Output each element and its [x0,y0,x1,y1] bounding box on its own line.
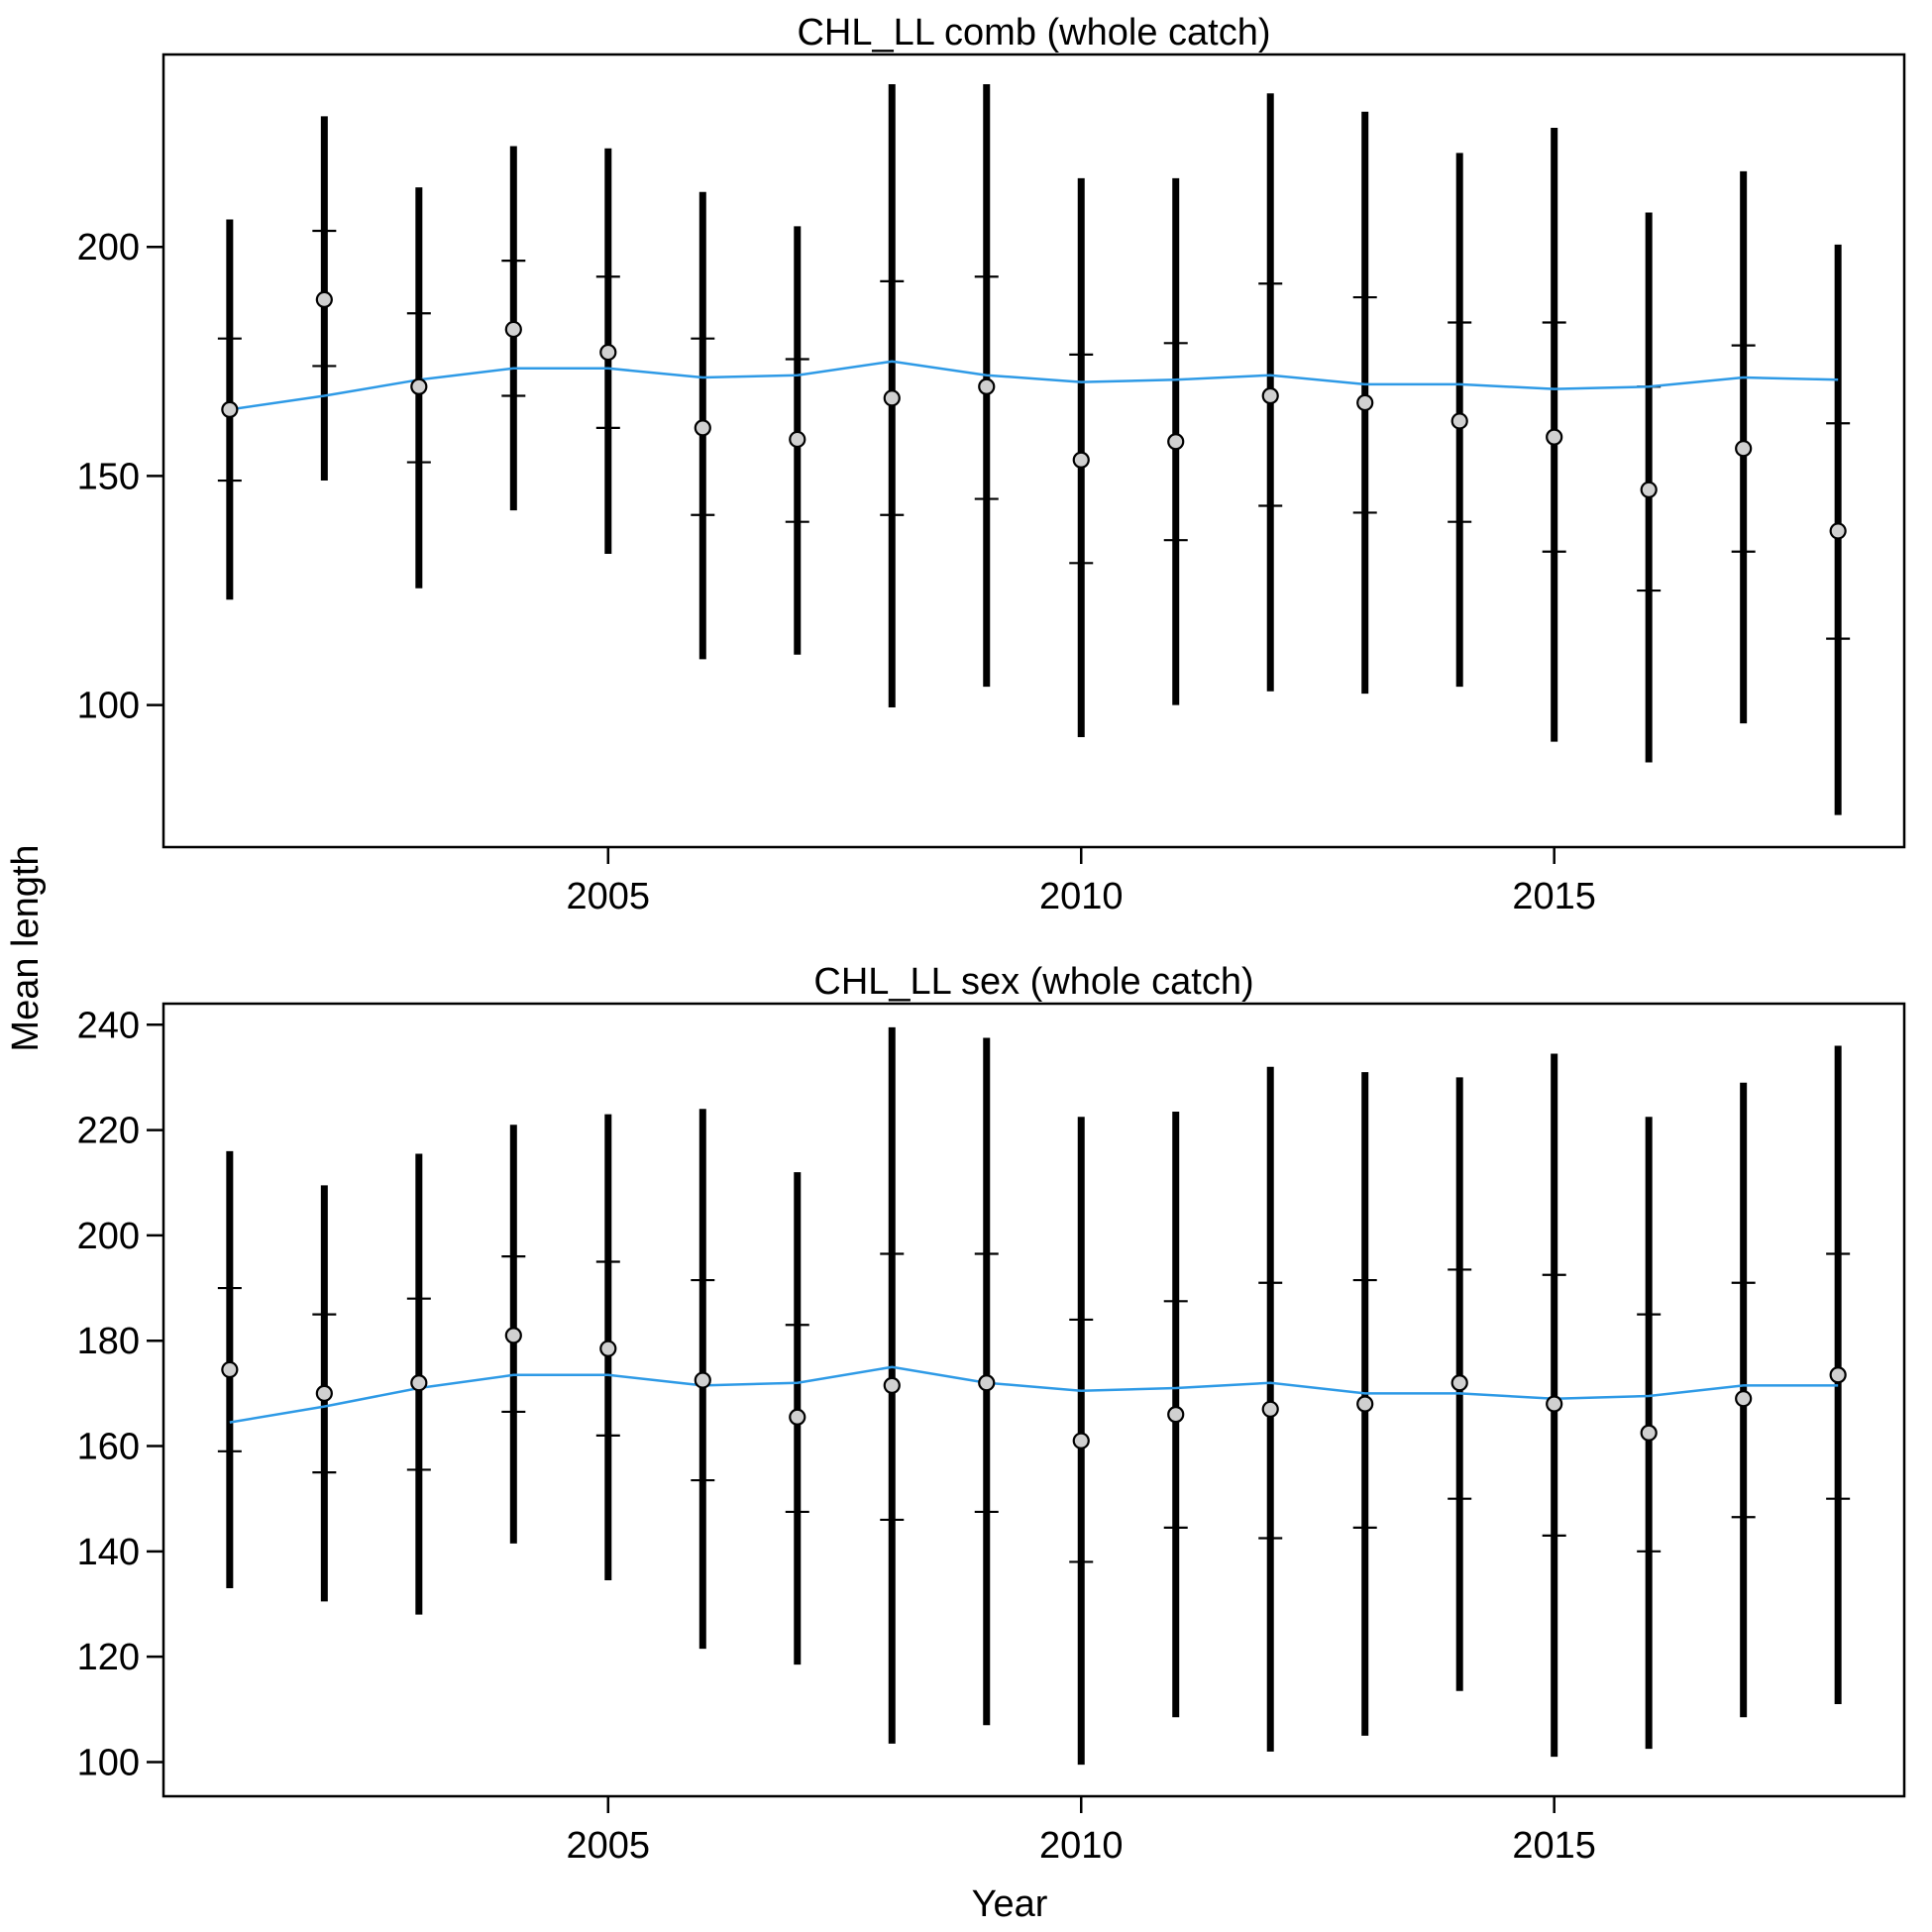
x-axis: 2005 2010 2015 [567,1796,1596,1867]
observed-point [599,1340,617,1357]
x-tick-label: 2015 [1512,876,1596,917]
x-tick-label: 2015 [1512,1825,1596,1867]
data-marks [217,1026,1851,1766]
observed-point [1072,1432,1090,1449]
x-tick-label: 2010 [1039,876,1124,917]
x-axis-label: Year [972,1883,1048,1925]
observed-point [1450,412,1468,430]
expected-line [229,360,1839,411]
observed-point [1640,481,1658,498]
observed-point [694,419,711,437]
observed-point [1450,1374,1468,1392]
observed-point [978,1374,996,1392]
observed-point [410,1374,428,1392]
x-axis: 2005 2010 2015 [567,847,1596,917]
y-axis: 100 120 140 160 180 200 220 240 [77,1005,163,1783]
observed-point [410,377,428,395]
observed-point [883,1376,901,1394]
observed-point [1640,1424,1658,1442]
observed-point [789,1408,806,1426]
panel-title: CHL_LL sex (whole catch) [813,961,1253,1003]
y-tick-label: 140 [77,1532,140,1573]
x-tick-label: 2005 [567,1825,651,1867]
x-tick-label: 2010 [1039,1825,1124,1867]
y-tick-label: 200 [77,1216,140,1257]
observed-point [789,430,806,449]
observed-point [1829,522,1847,540]
y-tick-label: 200 [77,227,140,268]
observed-point [1546,1395,1563,1413]
observed-point [315,1384,333,1402]
y-tick-label: 100 [77,686,140,727]
expected-line [229,1365,1839,1424]
panel-title: CHL_LL comb (whole catch) [797,12,1270,54]
observed-point [1829,1366,1847,1384]
y-tick-label: 180 [77,1321,140,1362]
observed-point [599,343,617,362]
data-marks [217,84,1851,815]
observed-point [221,400,239,418]
observed-point [1167,1406,1185,1424]
y-axis-label: Mean length [5,844,47,1051]
x-tick-label: 2005 [567,876,651,917]
y-tick-label: 120 [77,1637,140,1678]
y-tick-label: 220 [77,1111,140,1152]
observed-point [978,377,996,395]
observed-point [221,1360,239,1379]
plot-frame [161,1002,1906,1798]
observed-point [1261,386,1279,405]
observed-point [504,1327,522,1344]
panel-sex: CHL_LL sex (whole catch) 100 120 140 160 180… [77,961,1906,1867]
observed-point [1356,1395,1374,1413]
y-tick-label: 240 [77,1005,140,1046]
observed-point [1546,428,1563,446]
observed-point [694,1371,711,1389]
observed-point [504,320,522,339]
observed-point [883,389,901,407]
panel-comb: CHL_LL comb (whole catch) 100 150 200 2005… [77,12,1906,917]
observed-point [1167,433,1185,451]
plot-frame [161,53,1906,849]
y-tick-label: 160 [77,1427,140,1468]
observed-point [1261,1400,1279,1418]
y-axis: 100 150 200 [77,227,163,727]
observed-point [1735,440,1753,458]
observed-point [1072,451,1090,469]
observed-point [1356,393,1374,412]
y-tick-label: 100 [77,1742,140,1783]
observed-point [315,290,333,308]
observed-point [1735,1390,1753,1408]
y-tick-label: 150 [77,456,140,497]
